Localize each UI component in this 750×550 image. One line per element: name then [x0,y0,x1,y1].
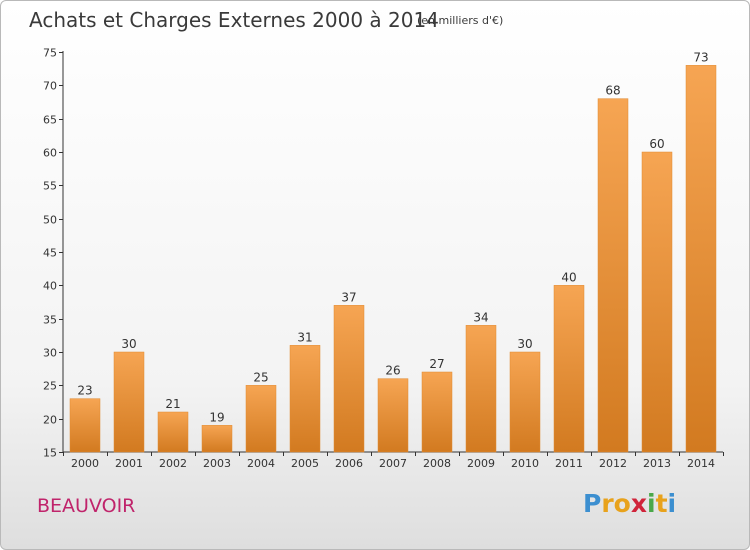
y-tick-label: 35 [43,314,57,327]
x-tick-label: 2002 [159,457,187,470]
bar [641,151,673,453]
x-tick-label: 2000 [71,457,99,470]
data-label: 26 [385,364,400,378]
x-tick-label: 2007 [379,457,407,470]
logo-letter: o [613,489,631,518]
data-label: 31 [297,330,312,344]
logo-letter: P [583,489,602,518]
data-label: 73 [693,50,708,64]
x-tick-label: 2009 [467,457,495,470]
logo-letter: t [655,489,668,518]
bar [421,371,453,453]
logo-letter: i [647,489,656,518]
data-label: 34 [473,310,488,324]
logo-letter: x [630,489,647,518]
y-tick-label: 65 [43,114,57,127]
data-label: 30 [517,337,532,351]
x-tick-label: 2005 [291,457,319,470]
x-tick-label: 2011 [555,457,583,470]
y-axis: 15 20 25 30 35 40 45 50 55 60 65 70 75 [43,47,64,460]
data-label: 19 [209,410,224,424]
bar [113,351,145,453]
logo-letter: r [601,489,614,518]
y-tick-label: 30 [43,347,57,360]
bar [465,325,497,453]
data-label: 30 [121,337,136,351]
bar [201,425,233,453]
x-tick-label: 2001 [115,457,143,470]
x-tick-label: 2006 [335,457,363,470]
x-tick-label: 2003 [203,457,231,470]
y-tick-label: 20 [43,414,57,427]
bar [289,345,321,453]
y-tick-label: 40 [43,280,57,293]
x-tick-label: 2010 [511,457,539,470]
bar [509,351,541,453]
data-label: 68 [605,84,620,98]
y-tick-label: 50 [43,214,57,227]
data-label: 40 [561,270,576,284]
y-tick-label: 25 [43,380,57,393]
bar [69,398,101,453]
place-name: BEAUVOIR [37,495,136,517]
chart-subtitle: (en milliers d'€) [417,14,504,27]
bars [69,65,717,453]
y-tick-label: 75 [43,47,57,60]
data-label: 25 [253,370,268,384]
x-tick-label: 2008 [423,457,451,470]
data-label: 21 [165,397,180,411]
x-tick-label: 2012 [599,457,627,470]
bar [553,285,585,453]
proxiti-logo: Proxiti [583,489,676,518]
logo-letter: i [667,489,677,518]
data-label: 60 [649,137,664,151]
bar [245,385,277,453]
bar [333,305,365,453]
x-axis: 2000 2001 2002 2003 2004 2005 2006 2007 2008 2009… [63,451,724,470]
x-tick-label: 2004 [247,457,275,470]
x-tick-label: 2013 [643,457,671,470]
y-tick-label: 55 [43,180,57,193]
y-tick-label: 45 [43,247,57,260]
bar [685,65,717,453]
value-labels: 23 30 21 19 25 31 37 26 27 34 30 40 68 60 73 [77,50,708,424]
data-label: 27 [429,357,444,371]
y-tick-label: 60 [43,147,57,160]
y-tick-label: 70 [43,80,57,93]
bar [157,411,189,453]
x-tick-label: 2014 [687,457,715,470]
data-label: 23 [77,384,92,398]
bar [597,98,629,453]
data-label: 37 [341,290,356,304]
y-tick-label: 15 [43,447,57,460]
bar [377,378,409,453]
chart-title: Achats et Charges Externes 2000 à 2014 [29,8,439,32]
